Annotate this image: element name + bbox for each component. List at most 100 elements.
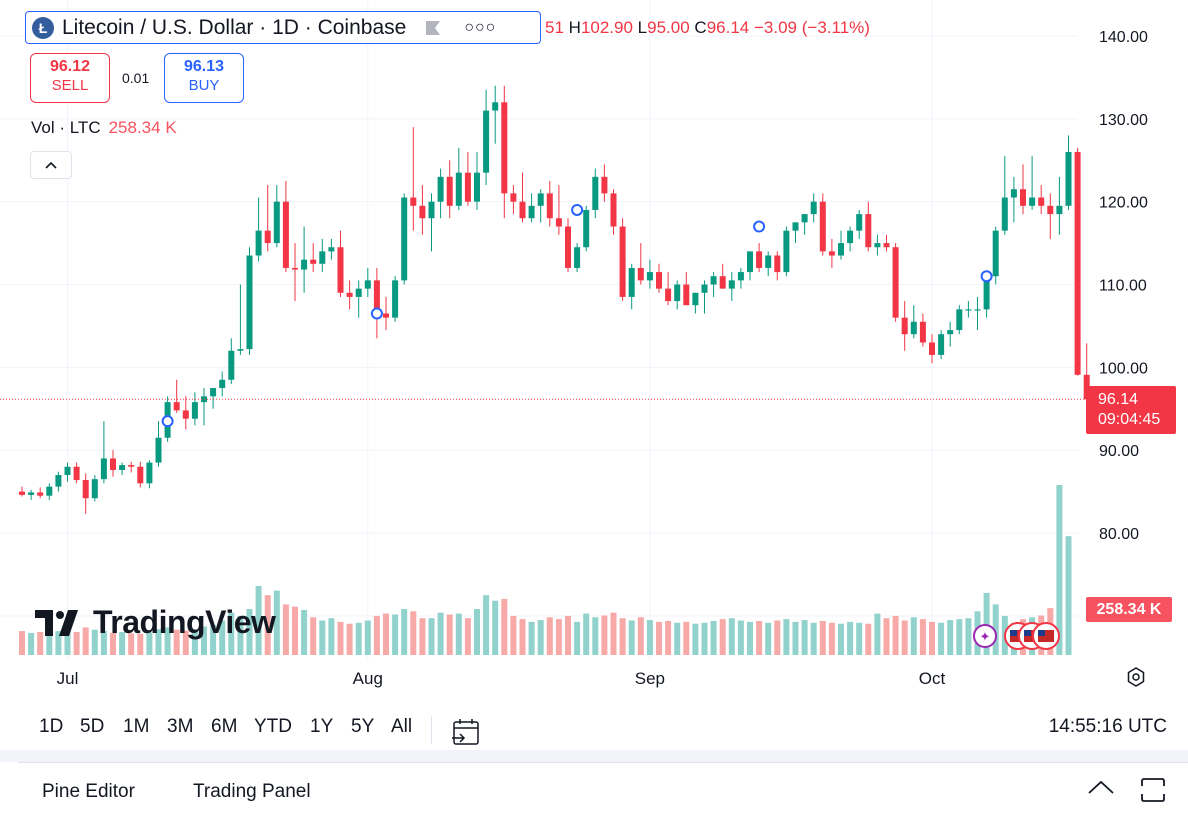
volume-bar [146,632,153,655]
candle-body [929,342,935,355]
candle-body [219,379,226,389]
candle-body [565,226,571,268]
go-to-date-icon[interactable] [450,716,482,748]
candle-body [401,197,408,281]
ai-event-icon [973,624,997,648]
maximize-panel-icon[interactable] [1140,777,1166,803]
tab-pine-editor[interactable]: Pine Editor [42,781,135,802]
range-ytd-button[interactable]: YTD [254,716,292,737]
volume-bar [355,622,362,655]
candle-body [355,288,362,297]
range-5d-button[interactable]: 5D [80,716,105,737]
bar-countdown: 09:04:45 [1098,411,1161,428]
volume-bar [656,621,662,655]
volume-bar [428,618,435,655]
volume-bar [410,611,417,655]
candle-body [328,247,335,252]
close-value: 96.14 [706,18,750,37]
volume-bar [810,622,817,655]
volume-bar [164,627,171,655]
candle-body [137,466,144,484]
volume-bar [929,621,935,655]
candle-body [546,193,553,219]
price-axis-label: 130.00 [1099,112,1148,129]
symbol-title[interactable]: Litecoin / U.S. Dollar · 1D · Coinbase [62,15,407,39]
candle-body [37,492,44,496]
volume-bar [64,628,71,655]
volume-bar [264,595,271,655]
tradingview-logo: TradingView [35,604,276,641]
range-1y-button[interactable]: 1Y [310,716,334,737]
date-range-toolbar: 1D 5D 1M 3M 6M YTD 1Y 5Y All 14:55:16 UT… [0,706,1188,748]
volume-bar [992,604,999,655]
candle-body [173,402,180,411]
range-6m-button[interactable]: 6M [211,716,238,737]
more-dots-icon[interactable]: ○○○ [464,18,497,36]
volume-bar [474,609,480,655]
sell-button[interactable]: 96.12 SELL [30,53,110,103]
candle-body [737,272,744,281]
chart-settings-icon[interactable] [1124,665,1148,689]
candle-body [765,255,772,268]
chart-area[interactable]: 140.00 130.00 120.00 110.00 100.00 90.00 80.00… [0,0,1188,700]
volume-bar [228,612,235,655]
candle-body [646,272,653,281]
volume-bar [901,620,908,655]
tradingview-wordmark: TradingView [93,604,276,640]
range-5y-button[interactable]: 5Y [351,716,375,737]
volume-legend[interactable]: Vol · LTC 258.34 K [31,118,177,138]
range-1m-button[interactable]: 1M [123,716,150,737]
volume-bar [919,619,926,655]
volume-bar [173,629,180,655]
price-chart[interactable]: 140.00 130.00 120.00 110.00 100.00 90.00 80.00… [0,0,1188,700]
collapse-legend-button[interactable] [30,151,72,179]
volume-bar [637,617,644,655]
volume-bar [956,619,963,655]
us-flag-canton [1024,630,1031,636]
volume-bar [555,619,562,655]
buy-button[interactable]: 96.13 BUY [164,53,244,103]
tradingview-mark-icon [35,609,78,636]
candle-body [410,197,417,206]
candle-body [419,205,426,219]
candle-body [938,334,945,355]
volume-bar [592,617,599,655]
chevron-up-icon [45,161,57,169]
candle-body [191,402,198,419]
candle-body [819,201,826,252]
candle-body [719,276,726,289]
candle-body [1065,151,1072,206]
candle-body [19,491,25,495]
candle-body [792,222,799,231]
time-axis-label: Jul [57,669,79,688]
symbol-header[interactable]: Ł Litecoin / U.S. Dollar · 1D · Coinbase… [25,11,541,44]
price-axis-label: 120.00 [1099,195,1148,212]
candle-body [346,292,353,297]
flag-icon[interactable] [424,19,442,37]
candle-body [774,255,781,273]
range-3m-button[interactable]: 3M [167,716,194,737]
range-all-button[interactable]: All [391,716,413,737]
utc-clock[interactable]: 14:55:16 UTC [1048,716,1167,737]
candle-body [237,349,244,351]
candle-body [510,193,517,202]
volume-bar [91,629,98,655]
candle-body [974,309,981,311]
event-marker [161,415,174,428]
candle-body [146,462,153,484]
candle-body [592,176,599,210]
volume-bar [728,618,735,655]
volume-bar [328,618,335,655]
range-1d-button[interactable]: 1D [39,716,64,737]
price-axis-label: 100.00 [1099,360,1148,377]
low-value: 95.00 [647,18,690,37]
volume-bar [874,613,881,655]
bottom-panel-bar: Pine Editor Trading Panel [18,762,1188,813]
tab-trading-panel[interactable]: Trading Panel [193,781,311,802]
spread-value: 0.01 [122,70,150,86]
volume-bar [646,620,653,655]
volume-bar [683,621,690,655]
volume-bar [37,632,44,655]
chevron-up-icon[interactable] [1086,777,1116,797]
candle-body [838,243,844,256]
